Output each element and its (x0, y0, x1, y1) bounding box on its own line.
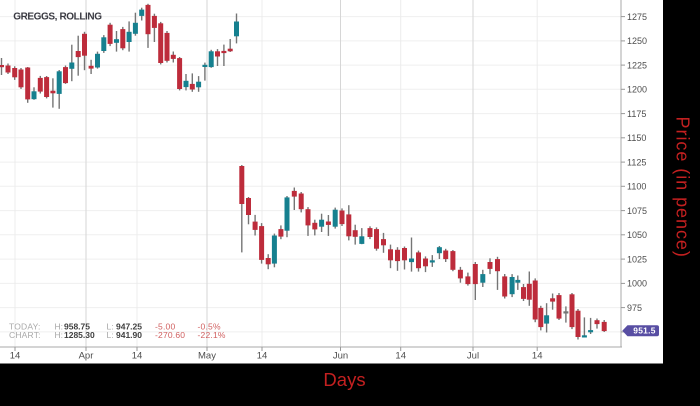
svg-text:GREGGS, ROLLING: GREGGS, ROLLING (13, 12, 102, 23)
svg-text:1285.30: 1285.30 (64, 330, 95, 340)
svg-text:1100: 1100 (627, 182, 646, 192)
svg-text:14: 14 (257, 351, 268, 362)
svg-text:TODAY:: TODAY: (9, 322, 41, 332)
svg-text:Days: Days (323, 369, 365, 390)
svg-text:14: 14 (532, 351, 543, 362)
svg-text:1000: 1000 (627, 279, 647, 289)
svg-text:1125: 1125 (627, 157, 646, 167)
svg-text:1250: 1250 (627, 36, 647, 46)
svg-text:-22.1%: -22.1% (198, 330, 226, 340)
svg-text:975: 975 (627, 303, 642, 313)
svg-text:1275: 1275 (627, 12, 647, 22)
svg-text:Apr: Apr (79, 351, 94, 362)
svg-text:958.75: 958.75 (64, 322, 90, 332)
svg-text:1175: 1175 (627, 109, 646, 119)
svg-text:Jul: Jul (467, 351, 479, 362)
svg-text:-5.00: -5.00 (155, 322, 175, 332)
svg-text:Jun: Jun (333, 351, 348, 362)
svg-text:-270.60: -270.60 (155, 330, 185, 340)
svg-text:14: 14 (10, 351, 21, 362)
svg-text:May: May (198, 351, 216, 362)
svg-text:1050: 1050 (627, 230, 647, 240)
svg-text:H:: H: (55, 330, 64, 340)
svg-text:1150: 1150 (627, 133, 646, 143)
svg-text:947.25: 947.25 (116, 322, 142, 332)
svg-text:1200: 1200 (627, 85, 647, 95)
svg-text:1025: 1025 (627, 254, 647, 264)
svg-text:941.90: 941.90 (116, 330, 142, 340)
svg-text:-0.5%: -0.5% (198, 322, 221, 332)
svg-text:1225: 1225 (627, 60, 647, 70)
svg-text:L:: L: (107, 330, 114, 340)
svg-text:14: 14 (132, 351, 143, 362)
svg-text:CHART:: CHART: (9, 330, 41, 340)
svg-text:H:: H: (55, 322, 64, 332)
svg-text:L:: L: (107, 322, 114, 332)
svg-text:Price (in pence): Price (in pence) (673, 117, 693, 258)
svg-text:14: 14 (395, 351, 406, 362)
svg-text:951.5: 951.5 (633, 326, 656, 336)
svg-text:1075: 1075 (627, 206, 647, 216)
